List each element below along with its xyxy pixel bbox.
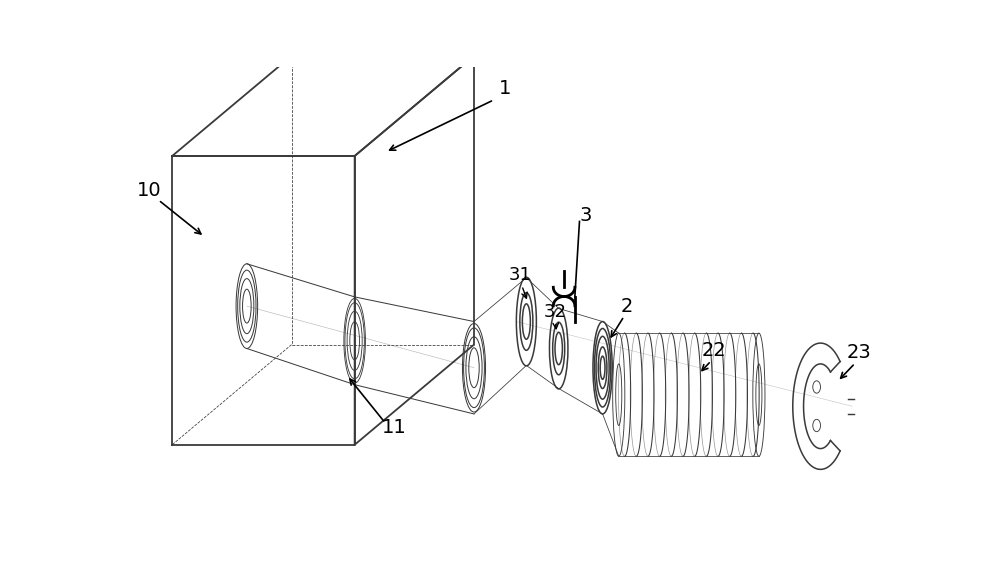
Text: 22: 22 xyxy=(702,341,727,360)
Text: 1: 1 xyxy=(499,79,511,98)
Text: 2: 2 xyxy=(620,297,633,316)
Text: 3: 3 xyxy=(579,206,592,225)
Text: 32: 32 xyxy=(544,303,567,321)
Text: 10: 10 xyxy=(137,181,161,200)
Text: 23: 23 xyxy=(847,343,871,362)
Text: 31: 31 xyxy=(509,266,532,284)
Text: 11: 11 xyxy=(382,418,406,437)
